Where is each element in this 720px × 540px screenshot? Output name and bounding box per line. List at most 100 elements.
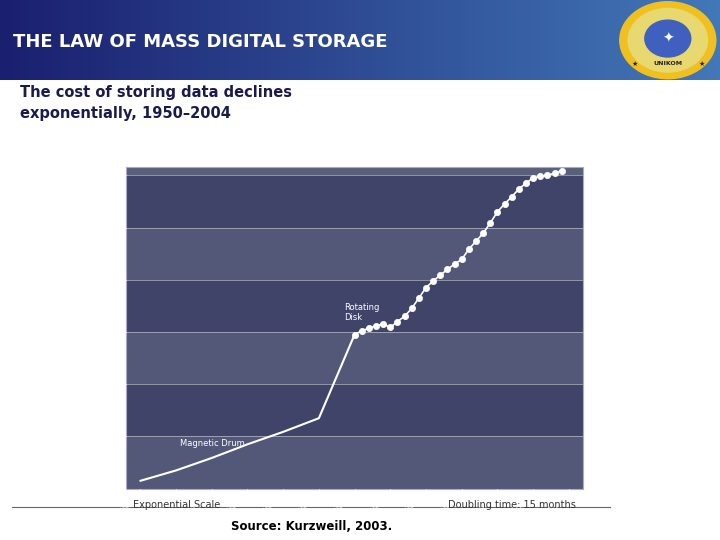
Bar [389, 0, 392, 80]
Bar [621, 0, 625, 80]
Bar [2, 0, 6, 80]
Bar [127, 0, 130, 80]
Bar [279, 0, 282, 80]
Bar [225, 0, 229, 80]
Bar [372, 0, 375, 80]
Bar [374, 0, 377, 80]
Bar [135, 0, 138, 80]
Bar [48, 0, 51, 80]
Bar [495, 0, 498, 80]
Bar [439, 0, 442, 80]
Bar [45, 0, 49, 80]
Bar [650, 0, 654, 80]
Bar [451, 0, 454, 80]
Bar [94, 0, 96, 80]
Bar [554, 0, 557, 80]
Bar [142, 0, 145, 80]
Bar [22, 0, 24, 80]
Bar [454, 0, 456, 80]
Bar [384, 0, 387, 80]
Bar [394, 0, 397, 80]
Bar [523, 0, 526, 80]
Text: Kilobytes Per Dollar: Kilobytes Per Dollar [599, 284, 608, 373]
Bar [497, 0, 500, 80]
Bar [300, 0, 303, 80]
Text: Doubling time: 15 months: Doubling time: 15 months [448, 500, 576, 510]
Bar [336, 0, 339, 80]
Bar [189, 0, 193, 80]
Bar [158, 0, 161, 80]
Bar [178, 0, 181, 80]
Bar [492, 0, 495, 80]
Bar [619, 0, 622, 80]
Bar [607, 0, 611, 80]
Bar [418, 0, 420, 80]
Bar [533, 0, 536, 80]
Bar [324, 0, 327, 80]
Bar [396, 0, 399, 80]
Bar [166, 0, 168, 80]
Bar [250, 0, 253, 80]
Bar [578, 0, 582, 80]
Bar [557, 0, 560, 80]
Bar [441, 0, 445, 80]
Bar [405, 0, 409, 80]
Bar [43, 0, 46, 80]
Bar [17, 0, 20, 80]
Bar [387, 0, 390, 80]
Bar [53, 0, 56, 80]
Bar [413, 0, 416, 80]
Bar [322, 0, 325, 80]
Bar [264, 0, 267, 80]
Bar [315, 0, 318, 80]
Bar [126, 227, 583, 280]
Bar [475, 0, 478, 80]
Text: ★: ★ [698, 60, 704, 66]
Bar [408, 0, 411, 80]
Bar [569, 0, 572, 80]
Bar [194, 0, 197, 80]
Circle shape [645, 20, 690, 57]
Bar [86, 0, 89, 80]
Bar [230, 0, 233, 80]
Bar [423, 0, 426, 80]
Bar [463, 0, 467, 80]
Bar [0, 0, 3, 80]
Bar [218, 0, 222, 80]
Bar [271, 0, 274, 80]
Bar [110, 0, 114, 80]
Bar [130, 0, 132, 80]
Bar [585, 0, 589, 80]
Bar [60, 0, 63, 80]
Bar [446, 0, 449, 80]
Bar [65, 0, 68, 80]
Title: Magnetic Data Storage: Magnetic Data Storage [294, 155, 415, 165]
Bar [531, 0, 534, 80]
Bar [151, 0, 154, 80]
Bar [562, 0, 564, 80]
Bar [247, 0, 251, 80]
Bar [506, 0, 510, 80]
Bar [449, 0, 452, 80]
Bar [81, 0, 85, 80]
Bar [677, 0, 680, 80]
Bar [67, 0, 71, 80]
Bar [317, 0, 320, 80]
Bar [672, 0, 675, 80]
Bar [701, 0, 704, 80]
Bar [598, 0, 600, 80]
Bar [70, 0, 73, 80]
Bar [240, 0, 243, 80]
Bar [233, 0, 236, 80]
Bar [398, 0, 402, 80]
Bar [670, 0, 672, 80]
Bar [382, 0, 384, 80]
Bar [117, 0, 121, 80]
Bar [153, 0, 157, 80]
Bar [202, 0, 204, 80]
Bar [96, 0, 99, 80]
Bar [473, 0, 476, 80]
Bar [540, 0, 543, 80]
Bar [254, 0, 258, 80]
Text: ✦: ✦ [662, 31, 674, 45]
